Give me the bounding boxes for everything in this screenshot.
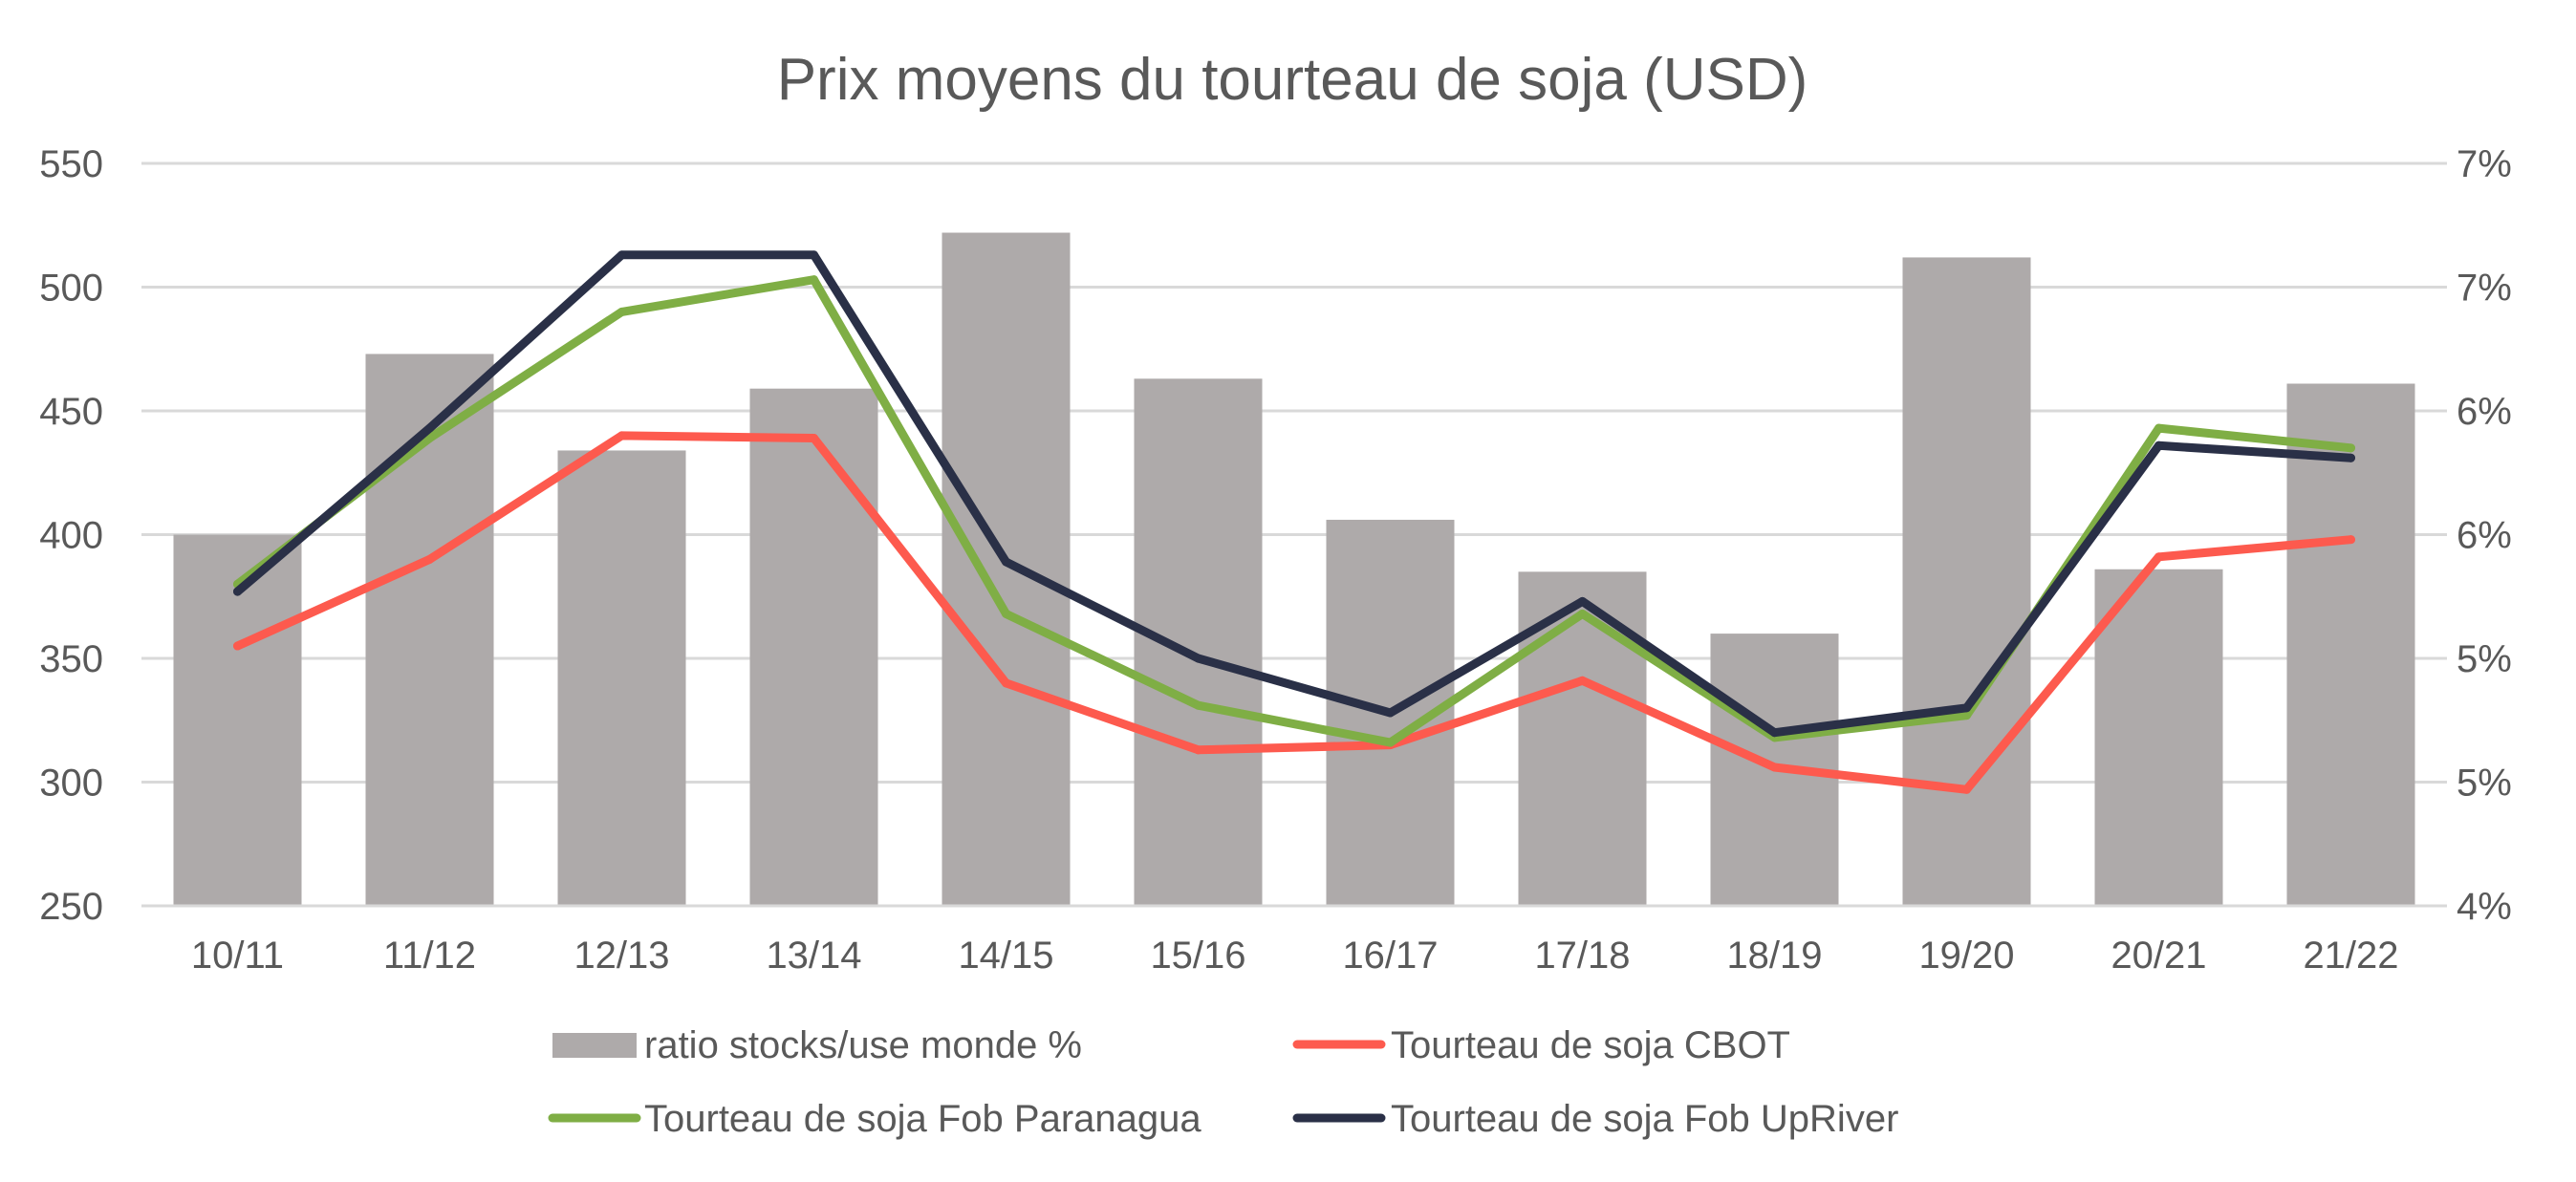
line-point [1002, 678, 1010, 688]
line-point [810, 275, 818, 285]
line-point [2154, 441, 2163, 450]
line-point [1002, 609, 1010, 618]
x-tick-label: 12/13 [574, 935, 669, 977]
line-point [617, 250, 626, 260]
legend: ratio stocks/use monde % Tourteau de soja… [548, 1024, 1898, 1140]
bar-ratio-stocks-use [2094, 569, 2223, 906]
line-point [2154, 423, 2163, 433]
y-left-tick-label: 550 [39, 143, 103, 185]
bar-ratio-stocks-use [365, 354, 494, 906]
y-left-tick-label: 350 [39, 638, 103, 680]
line-point [1770, 728, 1779, 738]
line-point [233, 587, 242, 596]
line-point [617, 307, 626, 316]
line-point [810, 250, 818, 260]
line-point [425, 433, 434, 442]
bar-ratio-stocks-use [749, 388, 878, 906]
chart-title: Prix moyens du tourteau de soja (USD) [777, 47, 1808, 113]
y-right-tick-label: 6% [2457, 391, 2512, 433]
line-point [2347, 535, 2355, 545]
x-tick-label: 20/21 [2111, 935, 2206, 977]
y-left-tick-label: 250 [39, 886, 103, 928]
y-right-tick-label: 4% [2457, 886, 2512, 928]
line-series-2 [233, 275, 2355, 747]
x-tick-label: 16/17 [1342, 935, 1438, 977]
y-right-tick-label: 6% [2457, 515, 2512, 557]
legend-label: Tourteau de soja CBOT [1391, 1024, 1790, 1066]
line-series [233, 250, 2355, 794]
bar-ratio-stocks-use [173, 534, 302, 906]
line-point [2347, 443, 2355, 453]
line-point [1578, 609, 1587, 618]
line-point [1962, 784, 1971, 794]
y-left-tick-label: 400 [39, 515, 103, 557]
x-tick-label: 21/22 [2303, 935, 2398, 977]
line-point [1386, 708, 1395, 718]
y-axis-right: 7% 7% 6% 6% 5% 5% 4% [2457, 143, 2512, 928]
line-point [1962, 711, 1971, 720]
line-point [425, 554, 434, 564]
line-point [2347, 453, 2355, 462]
line-point [1194, 654, 1202, 663]
y-axis-left: 550 500 450 400 350 300 250 [39, 143, 103, 928]
line-point [1194, 700, 1202, 710]
bar-ratio-stocks-use [1902, 257, 2031, 906]
line-point [1386, 738, 1395, 747]
legend-swatch-bar [552, 1033, 637, 1058]
x-tick-label: 11/12 [383, 935, 476, 977]
x-tick-label: 15/16 [1150, 935, 1245, 977]
line-point [1578, 676, 1587, 685]
line-series-3 [233, 250, 2355, 738]
line-point [1194, 745, 1202, 755]
y-right-tick-label: 7% [2457, 143, 2512, 185]
y-left-tick-label: 450 [39, 391, 103, 433]
x-tick-label: 18/19 [1726, 935, 1822, 977]
legend-label: ratio stocks/use monde % [644, 1024, 1082, 1066]
y-right-tick-label: 5% [2457, 638, 2512, 680]
bar-ratio-stocks-use [557, 450, 686, 906]
bar-ratio-stocks-use [1134, 378, 1263, 907]
y-left-tick-label: 500 [39, 268, 103, 310]
x-axis: 10/11 11/12 12/13 13/14 14/15 15/16 16/17 17/18… [141, 904, 2447, 977]
line-point [2154, 552, 2163, 562]
line-point [1002, 557, 1010, 567]
legend-label: Tourteau de soja Fob Paranagua [644, 1098, 1201, 1140]
y-left-tick-label: 300 [39, 763, 103, 805]
line-point [233, 641, 242, 651]
x-tick-label: 13/14 [766, 935, 861, 977]
bar-ratio-stocks-use [942, 232, 1071, 906]
bar-series [173, 232, 2415, 907]
bar-ratio-stocks-use [1518, 571, 1647, 906]
line-point [1578, 596, 1587, 606]
y-right-tick-label: 5% [2457, 763, 2512, 805]
x-tick-label: 17/18 [1534, 935, 1630, 977]
y-right-tick-label: 7% [2457, 268, 2512, 310]
x-tick-label: 14/15 [958, 935, 1053, 977]
line-point [1770, 763, 1779, 772]
line-series-1 [233, 431, 2355, 794]
line-point [1962, 703, 1971, 713]
line-point [425, 423, 434, 433]
line-point [617, 431, 626, 441]
bar-ratio-stocks-use [2286, 383, 2415, 906]
legend-label: Tourteau de soja Fob UpRiver [1391, 1098, 1898, 1140]
line-point [810, 433, 818, 442]
x-tick-label: 10/11 [191, 935, 284, 977]
x-tick-label: 19/20 [1918, 935, 2014, 977]
